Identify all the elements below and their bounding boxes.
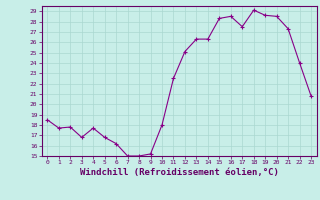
X-axis label: Windchill (Refroidissement éolien,°C): Windchill (Refroidissement éolien,°C) (80, 168, 279, 177)
